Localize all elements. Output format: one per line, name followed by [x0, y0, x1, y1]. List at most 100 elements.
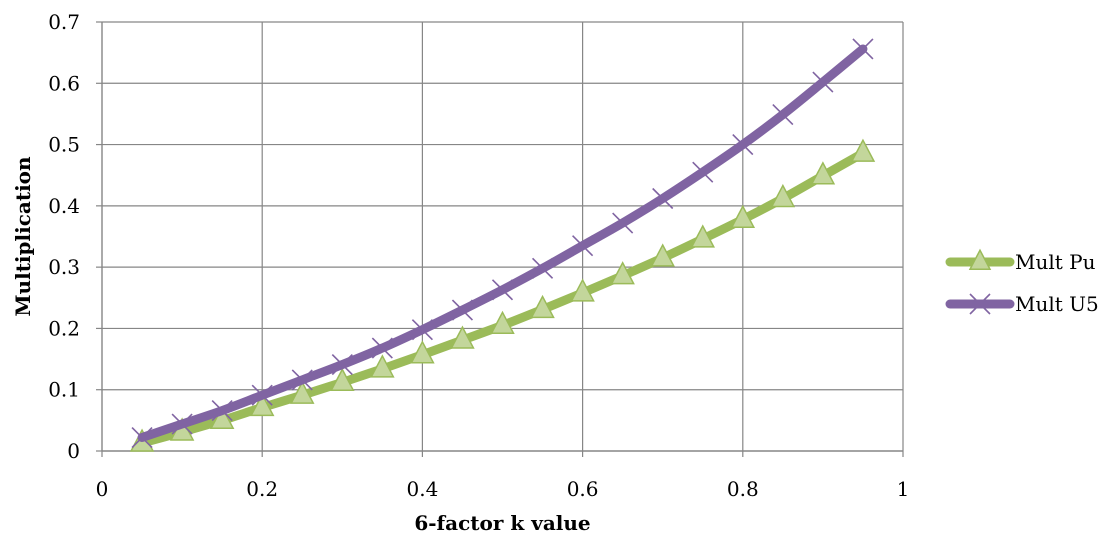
- triangle-marker: [690, 224, 715, 248]
- x-marker: [572, 235, 594, 257]
- x-marker: [491, 279, 514, 301]
- x-marker: [852, 38, 874, 60]
- x-stroke: [572, 235, 594, 257]
- x-stroke: [451, 299, 474, 321]
- axes: [96, 21, 904, 457]
- y-tick-label: 0.5: [48, 133, 80, 157]
- x-marker: [371, 337, 393, 359]
- x-marker: [812, 71, 834, 93]
- triangle-shape: [610, 261, 635, 285]
- x-marker: [131, 426, 153, 449]
- triangle-marker: [330, 367, 355, 392]
- x-stroke: [371, 337, 393, 359]
- triangle-shape: [810, 161, 836, 185]
- gridlines: [102, 21, 904, 451]
- x-stroke: [969, 293, 991, 315]
- triangle-shape: [410, 340, 435, 364]
- triangle-marker: [290, 380, 315, 404]
- y-tick-label: 0.2: [48, 316, 80, 340]
- triangle-shape: [249, 392, 275, 417]
- x-tick-label: 0: [96, 477, 109, 501]
- x-marker: [251, 384, 273, 406]
- y-tick-label: 0.1: [48, 378, 80, 402]
- triangle-marker: [850, 138, 876, 162]
- triangle-shape: [968, 248, 992, 270]
- triangle-marker: [370, 354, 395, 378]
- triangle-shape: [209, 405, 235, 430]
- triangle-marker: [810, 161, 836, 185]
- x-stroke: [491, 279, 514, 301]
- triangle-marker: [209, 405, 235, 430]
- x-stroke: [692, 161, 714, 183]
- x-marker: [211, 399, 233, 422]
- x-axis-title: 6-factor k value: [414, 511, 590, 535]
- triangle-shape: [690, 224, 715, 248]
- legend-item: Mult U5: [945, 292, 1099, 316]
- x-stroke: [852, 38, 874, 60]
- triangle-shape: [330, 367, 355, 392]
- x-tick-label: 0.4: [406, 477, 438, 501]
- triangle-shape: [650, 243, 675, 267]
- x-marker: [732, 134, 754, 156]
- triangle-shape: [570, 278, 595, 302]
- triangle-marker: [490, 310, 515, 335]
- x-stroke: [291, 369, 313, 391]
- x-marker: [331, 354, 353, 376]
- triangle-marker: [410, 340, 435, 364]
- legend-item: Mult Pu: [945, 248, 1096, 274]
- triangle-shape: [850, 138, 876, 162]
- x-stroke: [772, 103, 794, 126]
- triangle-shape: [530, 294, 555, 319]
- x-marker: [411, 319, 433, 341]
- y-tick-label: 0.7: [48, 10, 80, 34]
- y-tick-labels: 0 0.1 0.2 0.3 0.4 0.5 0.6 0.7: [48, 10, 80, 463]
- x-stroke: [131, 426, 153, 449]
- x-tick-label: 0.8: [727, 477, 759, 501]
- x-marker: [451, 299, 474, 321]
- triangle-marker: [610, 261, 635, 285]
- legend-label: Mult Pu: [1015, 250, 1096, 274]
- series-mult-pu: [129, 138, 876, 452]
- x-stroke: [732, 134, 754, 156]
- series-layer: [129, 38, 876, 452]
- y-tick-label: 0.6: [48, 71, 80, 95]
- x-stroke: [652, 187, 674, 210]
- x-stroke: [612, 212, 634, 234]
- y-tick-label: 0.3: [48, 255, 80, 279]
- x-stroke: [812, 71, 834, 93]
- triangle-shape: [450, 325, 475, 349]
- legend: Mult Pu Mult U5: [945, 248, 1099, 316]
- series-mult-u5: [131, 38, 874, 449]
- x-marker: [772, 103, 794, 126]
- triangle-marker: [650, 243, 675, 267]
- x-stroke: [331, 354, 353, 376]
- x-marker: [969, 293, 991, 315]
- x-marker: [171, 413, 193, 435]
- triangle-shape: [370, 354, 395, 378]
- y-tick-label: 0: [67, 439, 80, 463]
- triangle-marker: [249, 392, 275, 417]
- x-stroke: [531, 257, 554, 279]
- y-axis-title: Multiplication: [11, 156, 35, 317]
- x-tick-label: 1: [897, 477, 910, 501]
- x-tick-label: 0.6: [567, 477, 599, 501]
- triangle-marker: [570, 278, 595, 302]
- x-marker: [692, 161, 714, 183]
- triangle-marker: [770, 183, 796, 208]
- triangle-marker: [968, 248, 992, 270]
- x-tick-labels: 0 0.2 0.4 0.6 0.8 1: [96, 477, 910, 501]
- triangle-shape: [290, 380, 315, 404]
- x-stroke: [211, 399, 233, 422]
- x-marker: [652, 187, 674, 210]
- y-tick-label: 0.4: [48, 194, 80, 218]
- x-marker: [531, 257, 554, 279]
- legend-label: Mult U5: [1015, 292, 1099, 316]
- triangle-marker: [450, 325, 475, 349]
- x-marker: [291, 369, 313, 391]
- series-line: [137, 44, 868, 443]
- x-stroke: [251, 384, 273, 406]
- x-marker: [612, 212, 634, 234]
- triangle-shape: [490, 310, 515, 335]
- triangle-shape: [770, 183, 796, 208]
